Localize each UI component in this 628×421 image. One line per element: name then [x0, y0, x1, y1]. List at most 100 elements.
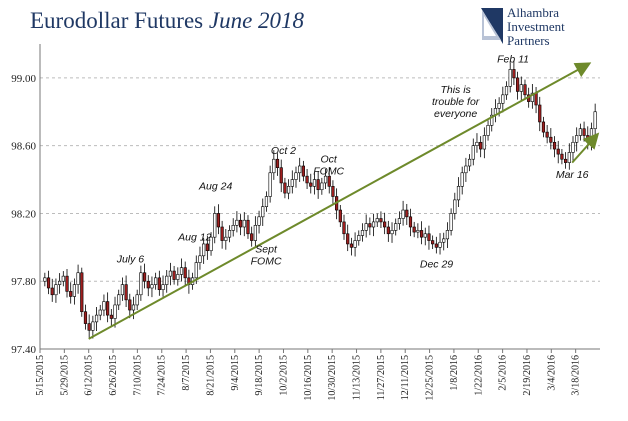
candle-body — [530, 92, 534, 102]
candle-body — [246, 219, 250, 235]
x-tick-label: 1/22/2016 — [473, 355, 484, 396]
candle-body — [209, 236, 213, 252]
annotation-label: Dec 29 — [420, 259, 453, 271]
candle-body — [309, 182, 313, 187]
candle-body — [146, 280, 150, 289]
candle-body — [456, 186, 461, 201]
candle-body — [202, 243, 206, 257]
candle-body — [346, 233, 350, 245]
candle-body — [113, 304, 117, 319]
candle-body — [312, 179, 317, 187]
candle-body — [91, 321, 95, 331]
candle-body — [593, 111, 597, 130]
candle-body — [482, 135, 486, 150]
candle-body — [479, 141, 483, 150]
annotation-label: This is — [440, 84, 471, 96]
candle-body — [250, 233, 254, 241]
candle-body — [556, 148, 560, 155]
candle-body — [264, 196, 269, 207]
annotation-label: trouble for — [432, 96, 480, 108]
candle-body — [486, 125, 490, 136]
x-tick-label: 10/2/2015 — [278, 355, 289, 396]
candle-body — [575, 135, 579, 143]
candle-body — [72, 284, 76, 297]
x-tick-label: 12/25/2015 — [425, 355, 436, 401]
candle-body — [242, 219, 246, 228]
x-tick-label: 2/19/2016 — [522, 355, 533, 396]
candle-body — [578, 128, 582, 136]
candle-body — [238, 219, 243, 228]
candle-body — [552, 141, 557, 150]
y-tick-label: 98.60 — [11, 141, 36, 153]
candle-body — [497, 103, 501, 109]
annotation-label: FOMC — [251, 255, 282, 267]
candle-body — [106, 301, 110, 316]
candle-body — [571, 141, 575, 153]
candle-body — [257, 216, 261, 226]
annotation-label: July 6 — [116, 254, 145, 266]
x-tick-label: 5/15/2015 — [35, 355, 46, 396]
candle-body — [139, 272, 143, 296]
candle-body — [353, 240, 357, 248]
candle-body — [253, 225, 257, 241]
candle-body — [102, 301, 106, 311]
candle-body — [442, 238, 446, 243]
candle-body — [183, 267, 187, 279]
annotation-label: Oct — [321, 154, 338, 166]
annotation-label: Sept — [255, 243, 278, 255]
x-tick-label: 7/24/2015 — [157, 355, 168, 396]
annotation-label: Feb 11 — [497, 54, 529, 66]
candle-body — [76, 272, 80, 285]
candle-body — [272, 158, 276, 174]
candle-body — [301, 165, 305, 177]
annotation-label: everyone — [434, 108, 477, 120]
candle-body — [560, 153, 564, 160]
candle-body — [198, 255, 202, 263]
y-tick-label: 97.80 — [11, 276, 36, 288]
candle-body — [538, 104, 542, 123]
candle-body — [275, 158, 280, 168]
candle-body — [508, 69, 512, 87]
candle-body — [157, 277, 161, 290]
trendline — [88, 62, 592, 340]
candle-body — [172, 270, 176, 280]
annotation-label: Aug 24 — [198, 181, 232, 193]
candle-body — [467, 158, 472, 167]
candle-body — [453, 199, 457, 214]
x-tick-label: 8/7/2015 — [181, 355, 192, 391]
candle-body — [94, 314, 99, 323]
candle-body — [405, 209, 409, 218]
candle-body — [268, 172, 272, 197]
candle-body — [464, 165, 468, 174]
candle-body — [320, 182, 324, 191]
candle-body — [261, 206, 265, 218]
candle-body — [65, 275, 69, 292]
x-tick-label: 1/8/2016 — [449, 355, 460, 391]
candle-body — [460, 172, 464, 187]
candle-body — [161, 284, 165, 290]
candle-body — [512, 69, 516, 79]
candle-body — [567, 152, 571, 163]
candle-body — [383, 221, 387, 228]
candle-body — [69, 291, 73, 297]
candle-body — [327, 175, 331, 187]
candle-body — [360, 230, 365, 236]
candle-body — [213, 213, 217, 238]
x-tick-label: 3/18/2016 — [571, 355, 582, 396]
trendline — [571, 132, 600, 164]
y-tick-label: 99.00 — [11, 73, 36, 85]
candle-body — [283, 182, 287, 194]
candle-body — [501, 94, 505, 104]
x-tick-label: 5/29/2015 — [59, 355, 70, 396]
candle-body — [43, 277, 47, 282]
candle-body — [58, 280, 62, 285]
logo-line-2: Investment — [507, 19, 565, 34]
candle-body — [504, 86, 509, 96]
candle-body — [445, 230, 450, 240]
candle-body — [235, 219, 239, 226]
candle-body — [431, 240, 435, 245]
candle-body — [545, 131, 549, 138]
candle-body — [305, 175, 309, 184]
